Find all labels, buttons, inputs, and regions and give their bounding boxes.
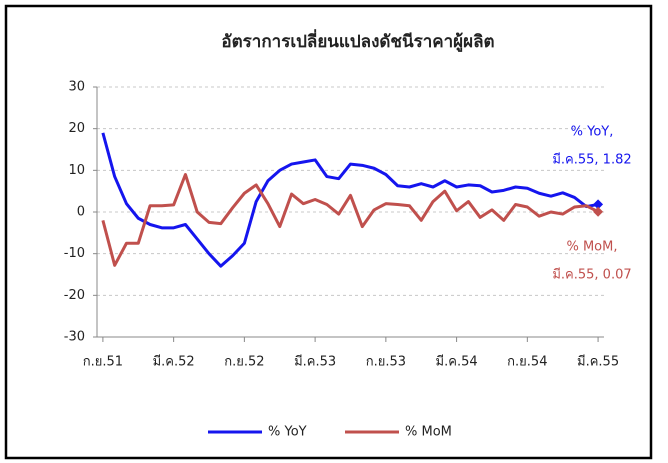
legend-label: % MoM	[405, 425, 452, 440]
y-tick-label: 0	[77, 205, 85, 220]
x-tick-label: มี.ค.55	[577, 354, 619, 370]
annotation: % MoM,	[566, 240, 617, 255]
x-tick-label: ก.ย.54	[507, 355, 547, 370]
last-point-marker	[593, 199, 604, 210]
x-tick-label: มี.ค.52	[153, 354, 195, 370]
series-line	[101, 173, 599, 267]
annotation: มี.ค.55, 0.07	[552, 267, 631, 283]
annotation: มี.ค.55, 1.82	[552, 152, 631, 168]
y-tick-label: 30	[68, 80, 85, 95]
x-tick-label: มี.ค.54	[436, 354, 478, 370]
y-tick-label: -10	[64, 246, 85, 261]
series-line	[101, 132, 599, 268]
y-tick-label: 10	[68, 163, 85, 178]
x-tick-label: มี.ค.53	[294, 354, 336, 370]
x-tick-label: ก.ย.52	[224, 355, 264, 370]
annotation: % YoY,	[571, 125, 614, 140]
legend-label: % YoY	[268, 425, 307, 440]
last-point-marker	[593, 206, 604, 217]
chart-frame	[4, 4, 653, 460]
y-tick-label: -30	[64, 330, 85, 345]
y-tick-label: 20	[68, 121, 85, 136]
x-tick-label: ก.ย.53	[366, 355, 406, 370]
x-tick-label: ก.ย.51	[83, 355, 123, 370]
y-tick-label: -20	[64, 288, 85, 303]
chart-title: อัตราการเปลี่ยนแปลงดัชนีราคาผู้ผลิต	[221, 29, 494, 53]
